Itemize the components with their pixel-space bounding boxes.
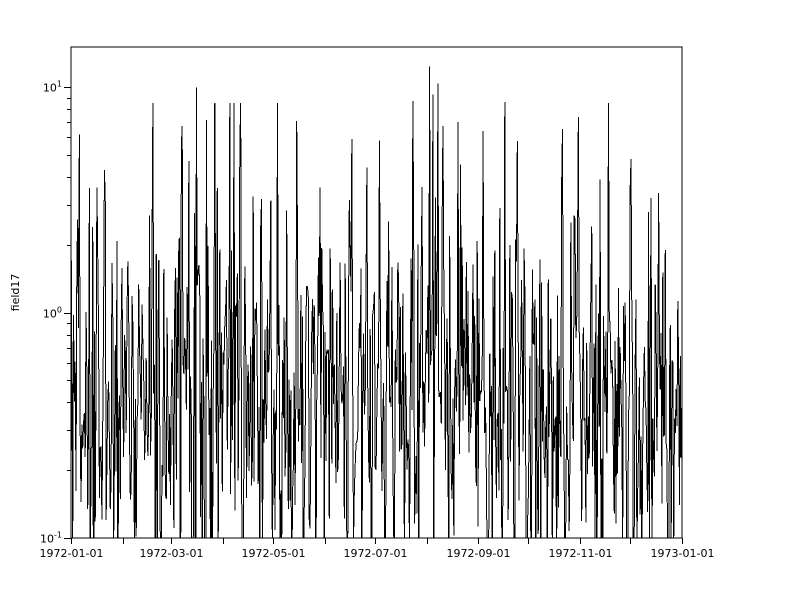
series-line: [71, 66, 682, 538]
x-axis: 1972-01-01 1972-03-01 1972-05-01 1972-07-01…: [40, 538, 715, 560]
x-tick-label: 1972-09-01: [447, 547, 511, 560]
y-axis-title: field17: [9, 274, 22, 312]
x-tick-label: 1972-03-01: [140, 547, 204, 560]
y-tick-label: 101: [43, 80, 62, 95]
y-tick-label: 100: [43, 306, 62, 321]
y-axis: 101 100 10-1: [40, 80, 71, 546]
y-tick-label: 10-1: [40, 531, 62, 546]
x-tick-label: 1972-05-01: [242, 547, 306, 560]
x-tick-label: 1973-01-01: [651, 547, 715, 560]
data-series: [71, 66, 682, 538]
x-tick-label: 1972-11-01: [549, 547, 613, 560]
x-tick-label: 1972-07-01: [344, 547, 408, 560]
x-tick-label: 1972-01-01: [40, 547, 104, 560]
